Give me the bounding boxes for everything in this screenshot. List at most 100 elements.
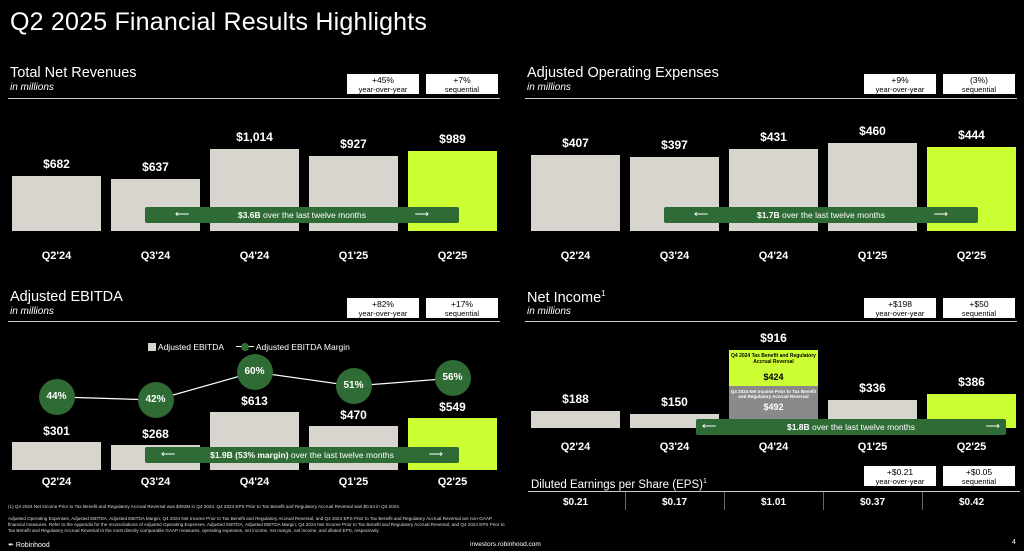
revenue-ltm-banner: ⟵ $3.6B over the last twelve months ⟶ bbox=[145, 207, 459, 223]
category-label: Q2'25 bbox=[956, 250, 987, 262]
legend-line-label: Adjusted EBITDA Margin bbox=[255, 342, 350, 352]
eps-separator bbox=[625, 492, 626, 510]
net-income-yoy-badge: +$198 year-over-year bbox=[864, 298, 936, 318]
bar-value-label: $188 bbox=[562, 392, 589, 406]
bar-value-label: $268 bbox=[142, 426, 169, 441]
category-label: Q2'25 bbox=[437, 250, 468, 262]
arrow-left-icon: ⟵ bbox=[175, 209, 190, 220]
bar-value-label: $397 bbox=[661, 138, 688, 152]
bar bbox=[531, 154, 620, 231]
bar bbox=[12, 441, 101, 470]
revenue-divider bbox=[8, 98, 500, 99]
category-label: Q2'24 bbox=[560, 441, 591, 453]
net-income-ltm-banner: ⟵ $1.8B over the last twelve months ⟶ bbox=[696, 419, 1006, 435]
segment-green-title: Q4 2024 Tax Benefit and Regulatory Accru… bbox=[731, 353, 816, 365]
segment-green-value: $424 bbox=[763, 372, 784, 382]
eps-value: $0.17 bbox=[661, 497, 688, 508]
eps-seq-badge: +$0.05 sequential bbox=[943, 466, 1015, 486]
page-title: Q2 2025 Financial Results Highlights bbox=[10, 8, 428, 36]
ebitda-subtitle: in millions bbox=[10, 306, 54, 317]
category-label: Q1'25 bbox=[857, 441, 888, 453]
revenue-subtitle: in millions bbox=[10, 82, 54, 93]
net-income-subtitle: in millions bbox=[527, 306, 571, 317]
eps-divider bbox=[528, 491, 1020, 492]
opex-divider bbox=[525, 98, 1017, 99]
revenue-yoy-badge: +45% year-over-year bbox=[347, 74, 419, 94]
eps-separator bbox=[724, 492, 725, 510]
bar-value-label: $682 bbox=[43, 156, 70, 171]
category-label: Q2'25 bbox=[437, 476, 468, 488]
bar-value-label: $916 bbox=[760, 331, 787, 345]
category-label: Q4'24 bbox=[239, 476, 270, 488]
bar bbox=[12, 175, 101, 231]
margin-point: 42% bbox=[137, 382, 174, 418]
bar-value-label: $637 bbox=[142, 160, 169, 175]
bar-value-label: $150 bbox=[661, 395, 688, 409]
segment-gray-value: $492 bbox=[763, 402, 784, 412]
eps-separator bbox=[922, 492, 923, 510]
opex-seq-badge: (3%) sequential bbox=[943, 74, 1015, 94]
margin-point: 56% bbox=[434, 360, 471, 397]
ebitda-legend: Adjusted EBITDA Adjusted EBITDA Margin bbox=[148, 342, 350, 352]
ebitda-divider bbox=[8, 321, 500, 322]
legend-bar-swatch bbox=[148, 343, 156, 351]
revenue-title: Total Net Revenues bbox=[10, 65, 137, 81]
arrow-right-icon: ⟶ bbox=[933, 209, 948, 220]
category-label: Q2'25 bbox=[956, 441, 987, 453]
arrow-right-icon: ⟶ bbox=[414, 209, 429, 220]
eps-yoy-badge: +$0.21 year-over-year bbox=[864, 466, 936, 486]
page-number: 4 bbox=[1012, 539, 1016, 546]
eps-value: $0.37 bbox=[859, 497, 886, 508]
revenue-seq-badge: +7% sequential bbox=[426, 74, 498, 94]
category-label: Q2'24 bbox=[41, 250, 72, 262]
bar bbox=[531, 411, 620, 428]
bar-value-label: $431 bbox=[760, 130, 787, 145]
category-label: Q3'24 bbox=[140, 250, 171, 262]
bar-value-label: $444 bbox=[958, 127, 985, 142]
eps-value: $0.42 bbox=[958, 497, 985, 508]
bar bbox=[111, 179, 200, 231]
arrow-right-icon: ⟶ bbox=[428, 449, 443, 460]
eps-value: $0.21 bbox=[562, 497, 589, 508]
bar-value-label: $989 bbox=[439, 132, 466, 147]
footnote-2: Adjusted Operating Expenses, Adjusted EB… bbox=[8, 516, 505, 533]
bar-value-label: $549 bbox=[439, 400, 466, 415]
category-label: Q4'24 bbox=[239, 250, 270, 262]
bar-value-label: $336 bbox=[859, 381, 886, 395]
category-label: Q1'25 bbox=[338, 476, 369, 488]
category-label: Q2'24 bbox=[560, 250, 591, 262]
category-label: Q3'24 bbox=[659, 250, 690, 262]
category-label: Q3'24 bbox=[659, 441, 690, 453]
category-label: Q4'24 bbox=[758, 441, 789, 453]
ebitda-seq-badge: +17% sequential bbox=[426, 298, 498, 318]
eps-value: $1.01 bbox=[760, 497, 787, 508]
footer-brand: ✒ Robinhood bbox=[8, 542, 50, 549]
bar-segment-green bbox=[729, 350, 818, 386]
category-label: Q2'24 bbox=[41, 476, 72, 488]
category-label: Q3'24 bbox=[140, 476, 171, 488]
bar-value-label: $301 bbox=[43, 423, 70, 438]
bar-value-label: $407 bbox=[562, 135, 589, 150]
arrow-left-icon: ⟵ bbox=[702, 421, 717, 432]
bar-value-label: $386 bbox=[958, 375, 985, 389]
segment-gray-title: Q4 2024 Net Income Prior to Tax Benefit … bbox=[730, 389, 817, 399]
arrow-left-icon: ⟵ bbox=[161, 449, 176, 460]
ebitda-ltm-banner: ⟵ $1.9B (53% margin) over the last twelv… bbox=[145, 447, 459, 463]
net-income-title: Net Income1 bbox=[527, 289, 606, 306]
footnote-1: (1) Q4 2024 Net Income Prior to Tax Bene… bbox=[8, 504, 401, 509]
bar-value-label: $470 bbox=[340, 407, 367, 422]
margin-point: 44% bbox=[38, 378, 75, 415]
ebitda-yoy-badge: +82% year-over-year bbox=[347, 298, 419, 318]
ebitda-title: Adjusted EBITDA bbox=[10, 289, 123, 305]
arrow-left-icon: ⟵ bbox=[694, 209, 709, 220]
category-label: Q1'25 bbox=[338, 250, 369, 262]
eps-separator bbox=[823, 492, 824, 510]
opex-yoy-badge: +9% year-over-year bbox=[864, 74, 936, 94]
net-income-divider bbox=[525, 321, 1017, 322]
opex-title: Adjusted Operating Expenses bbox=[527, 65, 719, 81]
arrow-right-icon: ⟶ bbox=[985, 421, 1000, 432]
opex-ltm-banner: ⟵ $1.7B over the last twelve months ⟶ bbox=[664, 207, 978, 223]
category-label: Q4'24 bbox=[758, 250, 789, 262]
footer-url: investors.robinhood.com bbox=[470, 541, 541, 548]
margin-point: 51% bbox=[335, 368, 372, 404]
